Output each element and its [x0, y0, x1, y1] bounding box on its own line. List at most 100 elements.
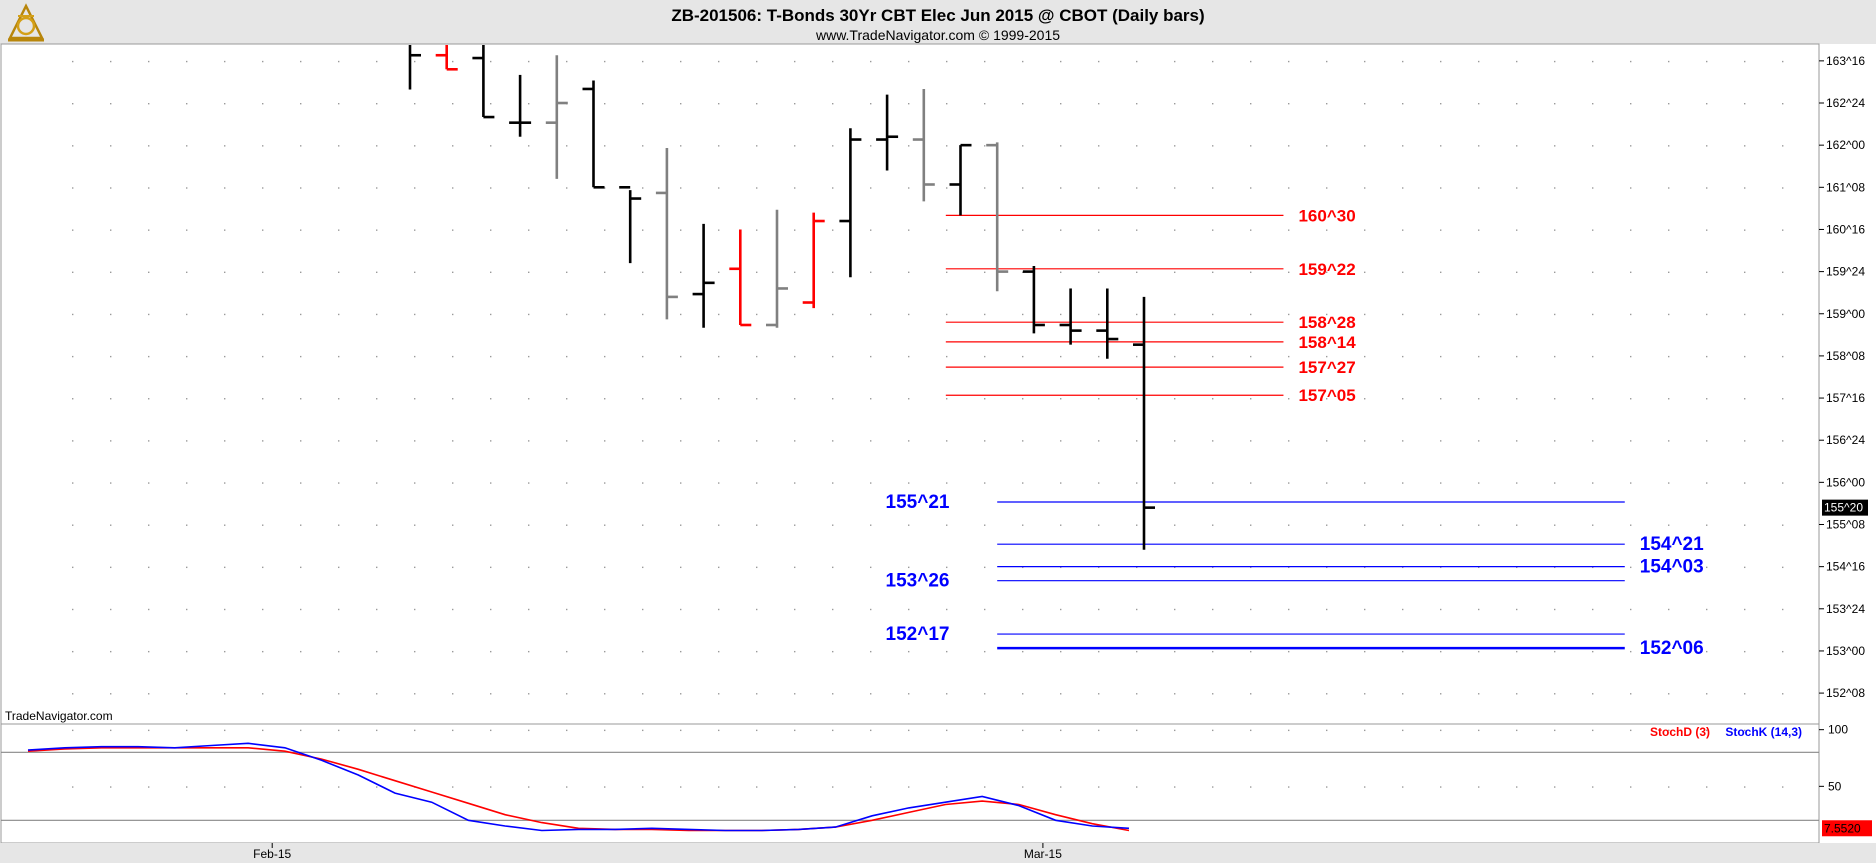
grid-dot [1364, 145, 1366, 147]
grid-dot [224, 313, 226, 316]
grid-dot [1782, 482, 1784, 484]
grid-dot [300, 729, 302, 732]
grid-dot [1478, 398, 1480, 400]
grid-dot [1250, 524, 1252, 526]
grid-dot [1174, 145, 1176, 147]
grid-dot [490, 524, 492, 526]
level-label: 157^05 [1298, 386, 1355, 405]
grid-dot [376, 187, 378, 189]
grid-dot [1630, 566, 1632, 569]
grid-dot [1364, 313, 1366, 316]
grid-dot [72, 355, 74, 358]
grid-dot [72, 440, 74, 442]
grid-dot [1440, 693, 1442, 695]
grid-dot [338, 440, 340, 442]
grid-dot [1478, 608, 1480, 611]
grid-dot [984, 187, 986, 189]
grid-dot [946, 271, 948, 274]
grid-dot [1326, 693, 1328, 695]
grid-dot [1744, 355, 1746, 358]
grid-dot [908, 103, 910, 105]
grid-dot [1060, 440, 1062, 442]
grid-dot [1668, 313, 1670, 316]
grid-dot [832, 440, 834, 442]
grid-dot [300, 60, 302, 63]
grid-dot [1440, 650, 1442, 653]
grid-dot [1326, 313, 1328, 316]
grid-dot [300, 313, 302, 316]
grid-dot [148, 608, 150, 611]
grid-dot [224, 650, 226, 653]
grid-dot [1782, 524, 1784, 526]
grid-dot [1744, 229, 1746, 231]
grid-dot [1782, 729, 1784, 732]
price-bars [408, 45, 1155, 550]
grid-dot [1516, 355, 1518, 358]
grid-dot [832, 271, 834, 274]
grid-dot [566, 729, 568, 732]
grid-dot [72, 313, 74, 316]
grid-dot [870, 524, 872, 526]
grid-dot [1136, 398, 1138, 400]
grid-dot [186, 229, 188, 231]
grid-dot [376, 440, 378, 442]
price-tick-label: 160^16 [1826, 222, 1865, 236]
grid-dot [224, 524, 226, 526]
grid-dot [832, 145, 834, 147]
grid-dot [680, 229, 682, 231]
grid-dot [832, 786, 834, 788]
grid-dot [414, 145, 416, 147]
grid-dot [946, 608, 948, 611]
grid-dot [1136, 693, 1138, 695]
grid-dot [1212, 482, 1214, 484]
grid-dot [1136, 729, 1138, 732]
grid-dot [300, 229, 302, 231]
grid-dot [414, 103, 416, 105]
grid-dot [300, 566, 302, 569]
grid-dot [832, 398, 834, 400]
grid-dot [1478, 187, 1480, 189]
grid-dot [680, 729, 682, 732]
grid-dot [1516, 398, 1518, 400]
grid-dot [1212, 187, 1214, 189]
grid-dot [338, 608, 340, 611]
grid-dot [110, 355, 112, 358]
grid-dot [680, 271, 682, 274]
grid-dot [1288, 524, 1290, 526]
grid-dot [1022, 187, 1024, 189]
grid-dot [414, 271, 416, 274]
grid-dot [414, 187, 416, 189]
grid-dot [1136, 650, 1138, 653]
grid-dot [224, 693, 226, 695]
grid-dot [908, 524, 910, 526]
grid-dot [1136, 786, 1138, 788]
grid-dot [186, 729, 188, 732]
grid-dot [1554, 355, 1556, 358]
grid-dot [1668, 729, 1670, 732]
grid-dot [414, 229, 416, 231]
grid-dot [1440, 229, 1442, 231]
grid-dot [490, 398, 492, 400]
grid-dot [1402, 103, 1404, 105]
grid-dot [642, 786, 644, 788]
grid-dot [1706, 60, 1708, 63]
grid-dot [1174, 398, 1176, 400]
grid-dot [1174, 608, 1176, 611]
grid-dot [794, 608, 796, 611]
grid-dot [1440, 566, 1442, 569]
grid-dot [908, 187, 910, 189]
grid-dot [452, 650, 454, 653]
level-label: 160^30 [1298, 206, 1355, 225]
grid-dot [452, 313, 454, 316]
grid-dot [414, 608, 416, 611]
grid-dot [262, 398, 264, 400]
grid-dot [528, 693, 530, 695]
grid-dot [148, 693, 150, 695]
grid-dot [680, 482, 682, 484]
sextant-logo-icon [7, 3, 45, 42]
grid-dot [1706, 355, 1708, 358]
grid-dot [1592, 566, 1594, 569]
grid-dot [680, 786, 682, 788]
grid-dot [1402, 650, 1404, 653]
grid-dot [680, 566, 682, 569]
